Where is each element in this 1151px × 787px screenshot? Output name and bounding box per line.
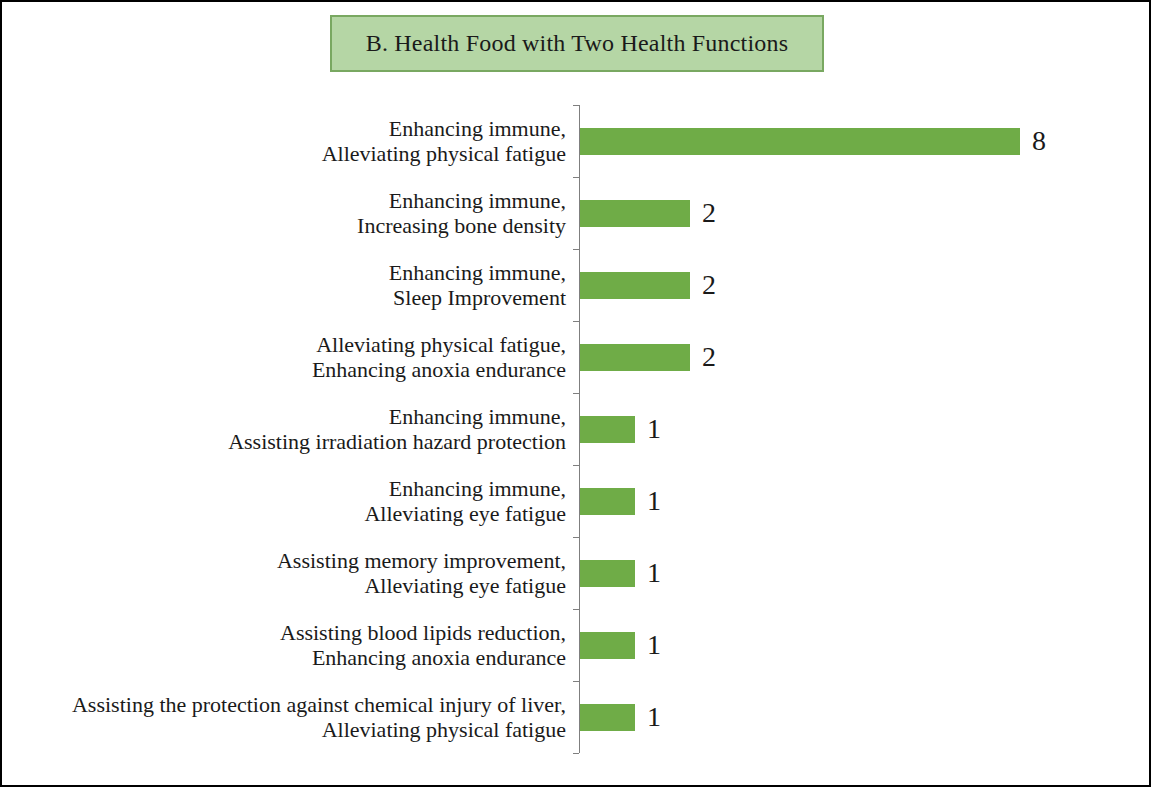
category-label: Assisting blood lipids reduction,Enhanci… <box>2 620 566 670</box>
category-label-line: Assisting irradiation hazard protection <box>2 429 566 454</box>
y-axis-tick <box>573 105 579 106</box>
category-label-line: Enhancing immune, <box>2 188 566 213</box>
category-label-line: Sleep Improvement <box>2 285 566 310</box>
y-axis-tick <box>573 321 579 322</box>
category-label-line: Enhancing anoxia endurance <box>2 357 566 382</box>
category-label-line: Alleviating eye fatigue <box>2 501 566 526</box>
category-label-line: Assisting blood lipids reduction, <box>2 620 566 645</box>
category-label: Enhancing immune,Assisting irradiation h… <box>2 404 566 454</box>
category-label-line: Alleviating physical fatigue, <box>2 332 566 357</box>
category-label-line: Enhancing anoxia endurance <box>2 645 566 670</box>
category-label-line: Enhancing immune, <box>2 260 566 285</box>
category-label-line: Enhancing immune, <box>2 116 566 141</box>
y-axis-tick <box>573 681 579 682</box>
bar <box>580 272 690 299</box>
category-label-line: Alleviating physical fatigue <box>2 141 566 166</box>
category-label: Assisting the protection against chemica… <box>2 692 566 742</box>
category-label: Enhancing immune,Alleviating eye fatigue <box>2 476 566 526</box>
value-label: 2 <box>702 340 716 374</box>
category-label: Alleviating physical fatigue,Enhancing a… <box>2 332 566 382</box>
value-label: 2 <box>702 268 716 302</box>
plot-area: Enhancing immune,Alleviating physical fa… <box>2 2 1149 785</box>
category-label: Enhancing immune,Increasing bone density <box>2 188 566 238</box>
y-axis-tick <box>573 753 579 754</box>
category-label-line: Enhancing immune, <box>2 476 566 501</box>
bar <box>580 200 690 227</box>
category-label-line: Alleviating eye fatigue <box>2 573 566 598</box>
bar <box>580 632 635 659</box>
category-label-line: Enhancing immune, <box>2 404 566 429</box>
category-label-line: Assisting the protection against chemica… <box>2 692 566 717</box>
category-label-line: Alleviating physical fatigue <box>2 717 566 742</box>
value-label: 1 <box>647 484 661 518</box>
value-label: 1 <box>647 556 661 590</box>
y-axis-tick <box>573 537 579 538</box>
category-label: Enhancing immune,Sleep Improvement <box>2 260 566 310</box>
chart-canvas: B. Health Food with Two Health Functions… <box>0 0 1151 787</box>
bar <box>580 344 690 371</box>
value-label: 1 <box>647 628 661 662</box>
value-label: 1 <box>647 700 661 734</box>
y-axis-tick <box>573 609 579 610</box>
y-axis-tick <box>573 249 579 250</box>
value-label: 1 <box>647 412 661 446</box>
value-label: 8 <box>1032 124 1046 158</box>
category-label-line: Increasing bone density <box>2 213 566 238</box>
y-axis-tick <box>573 177 579 178</box>
bar <box>580 128 1020 155</box>
value-label: 2 <box>702 196 716 230</box>
category-label-line: Assisting memory improvement, <box>2 548 566 573</box>
bar <box>580 488 635 515</box>
bar <box>580 416 635 443</box>
bar <box>580 560 635 587</box>
y-axis-tick <box>573 465 579 466</box>
category-label: Assisting memory improvement,Alleviating… <box>2 548 566 598</box>
bar <box>580 704 635 731</box>
y-axis-tick <box>573 393 579 394</box>
category-label: Enhancing immune,Alleviating physical fa… <box>2 116 566 166</box>
